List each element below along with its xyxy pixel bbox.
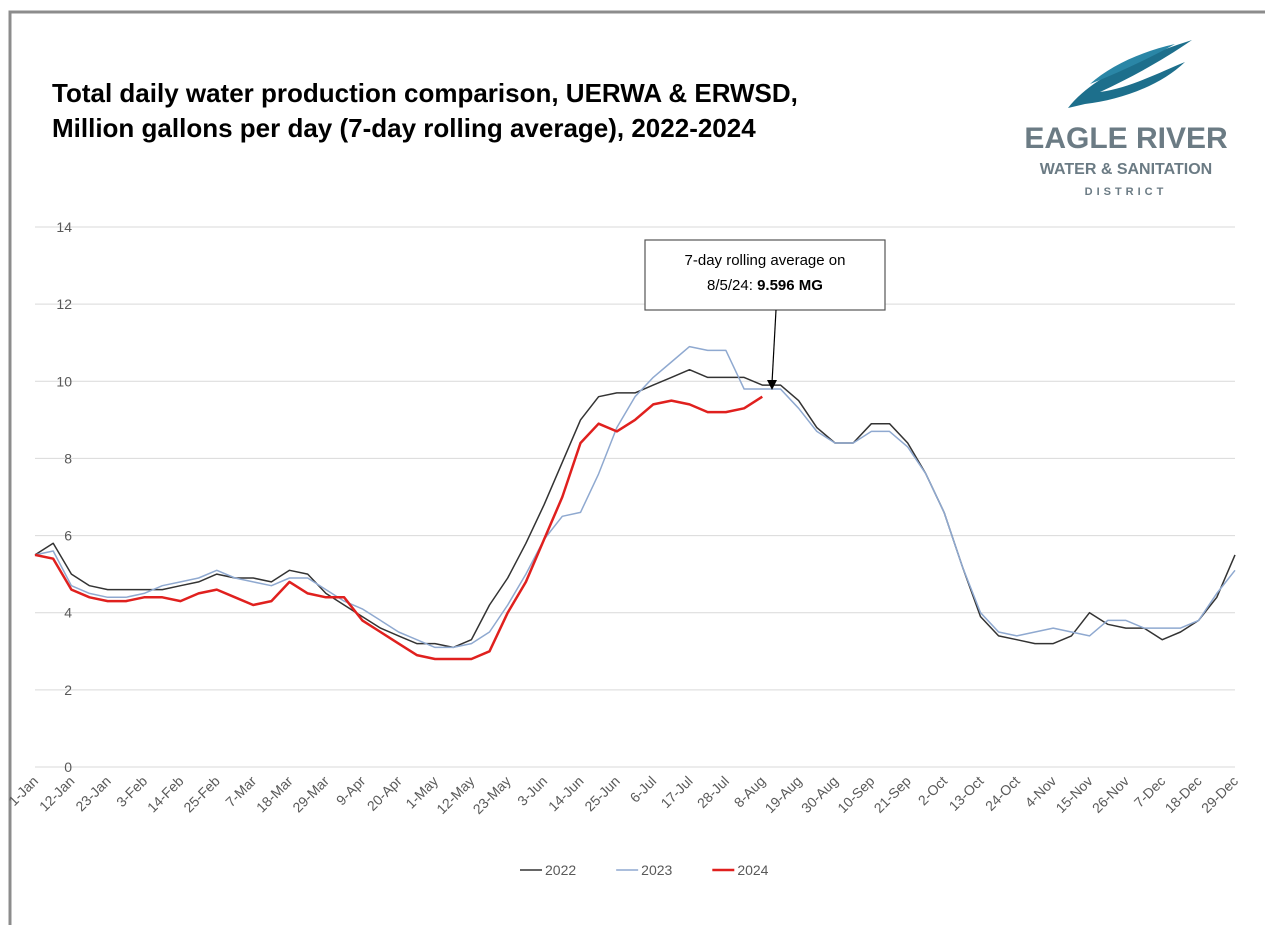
y-tick-label: 2 <box>64 682 72 698</box>
chart-subtitle: Million gallons per day (7-day rolling a… <box>52 113 756 143</box>
annotation-text: 8/5/24: 9.596 MG <box>707 277 823 294</box>
logo-wing <box>1090 44 1175 84</box>
line-series <box>34 345 1236 649</box>
annotation-value: 9.596 MG <box>757 277 823 294</box>
y-tick-label: 10 <box>56 373 72 389</box>
annotation-arrow <box>771 309 777 384</box>
y-tick-label: 6 <box>64 528 72 544</box>
legend-label: 2022 <box>545 862 576 878</box>
annotation: 7-day rolling average on 8/5/24: 9.596 M… <box>644 239 886 390</box>
line-series <box>34 395 763 661</box>
y-tick-label: 12 <box>56 296 72 312</box>
y-tick-label: 0 <box>64 759 72 775</box>
logo-text: WATER & SANITATION <box>1040 161 1212 178</box>
legend-label: 2023 <box>641 862 672 878</box>
legend: 2022 2023 2024 <box>520 862 769 878</box>
legend-label: 2024 <box>737 862 768 878</box>
logo-text: EAGLE RIVER <box>1024 122 1228 155</box>
chart-title: Total daily water production comparison,… <box>52 78 798 108</box>
logo-text: DISTRICT <box>1085 186 1168 198</box>
annotation-date: 8/5/24: <box>707 277 753 294</box>
logo-wing <box>1068 40 1192 108</box>
y-tick-label: 4 <box>64 605 72 621</box>
annotation-box <box>644 239 886 311</box>
frame <box>8 10 1265 925</box>
y-tick-label: 8 <box>64 450 72 466</box>
annotation-text: 7-day rolling average on <box>685 252 846 269</box>
annotation-arrowhead <box>767 380 777 390</box>
logo: EAGLE RIVER WATER & SANITATION DISTRICT <box>1024 40 1228 198</box>
y-tick-label: 14 <box>56 219 72 235</box>
